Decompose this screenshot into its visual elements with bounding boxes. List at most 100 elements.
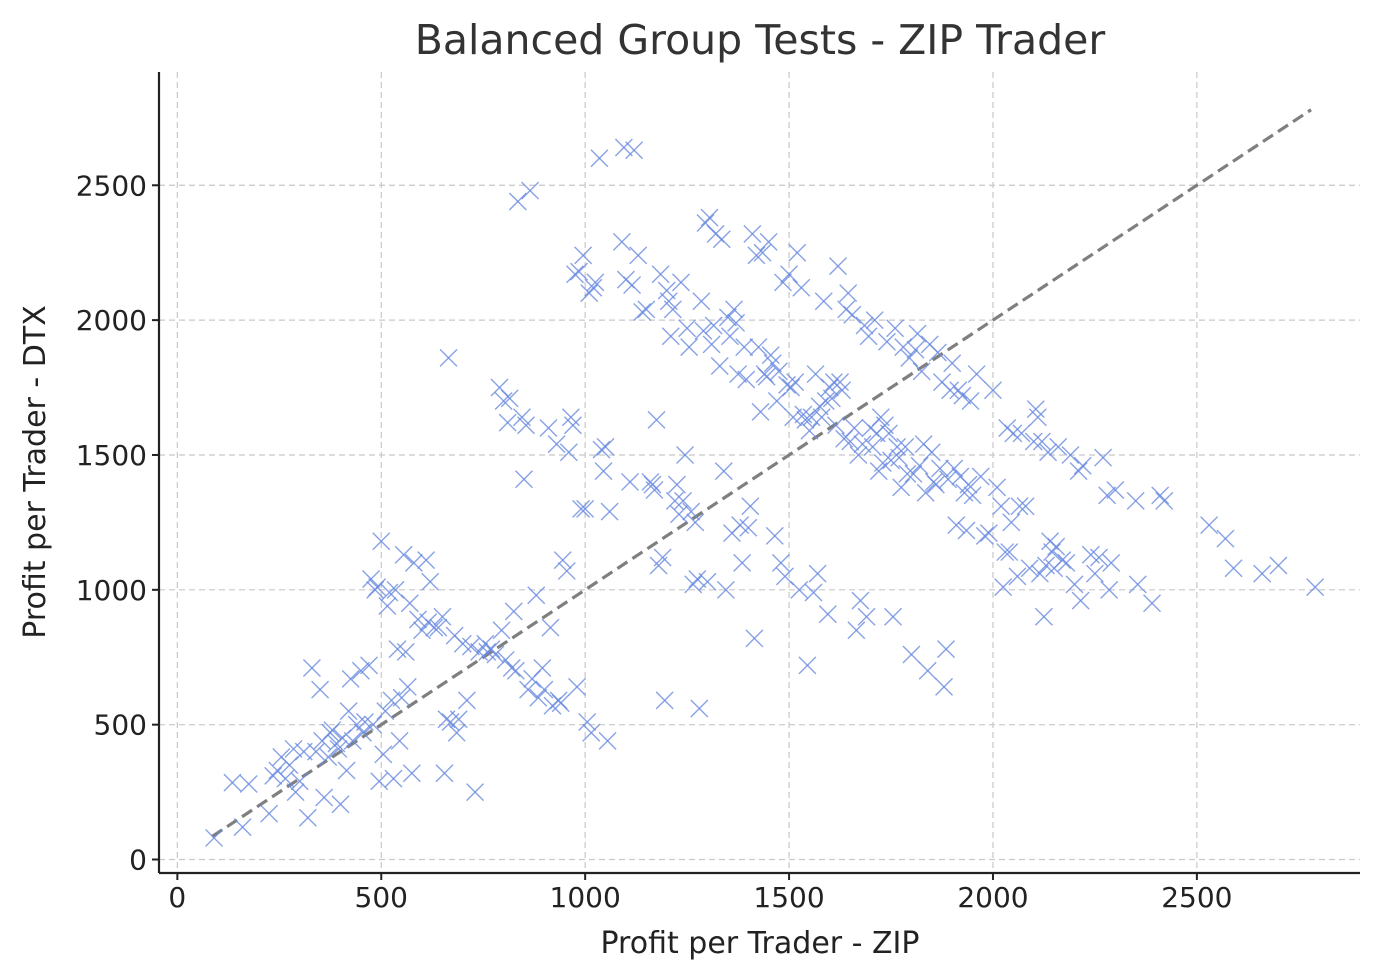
data-point-stroke [712,230,731,249]
data-point [818,605,837,624]
data-point-stroke [1098,486,1117,505]
data-point-stroke [539,419,558,437]
data-point [959,475,978,494]
data-point [331,795,350,814]
data-point [1100,580,1119,599]
data-point [527,586,546,605]
data-point [284,739,303,758]
data-point [941,381,960,400]
data-point [559,443,578,462]
data-point [565,265,584,284]
data-point-stroke [714,462,733,481]
data-point-stroke [586,273,605,292]
data-point [337,761,356,780]
data-point [661,327,680,346]
data-point [404,553,423,572]
data-point-stroke [298,808,317,827]
data-point-stroke [404,553,423,572]
data-point-stroke [735,338,754,357]
data-point-stroke [425,618,444,637]
data-point [533,659,552,678]
data-point [1034,607,1053,626]
data-point [600,502,619,521]
data-point [223,773,242,792]
data-point-stroke [1143,594,1162,613]
data-point-stroke [1030,564,1049,583]
data-point-stroke [765,526,784,545]
data-point [930,459,949,478]
data-point-stroke [311,680,330,699]
data-point [629,246,648,265]
data-point [466,783,485,802]
data-point-stroke [457,691,476,710]
data-point-stroke [376,702,395,721]
data-point-stroke [798,656,817,675]
data-point-stroke [533,659,552,678]
data-point [311,680,330,699]
data-point-stroke [374,745,393,764]
reference-line-group [211,108,1312,838]
data-point-stroke [527,586,546,605]
data-point [829,257,847,276]
data-point [992,497,1011,516]
reference-line [211,108,1312,838]
data-point [690,699,709,718]
data-point-stroke [519,680,538,699]
data-point-stroke [576,499,595,518]
data-point-stroke [1016,497,1035,516]
data-point [741,497,760,516]
data-point-stroke [992,497,1011,516]
data-point-stroke [694,321,713,340]
data-point-stroke [1020,559,1039,578]
data-point-stroke [792,278,811,297]
data-point-stroke [888,437,907,456]
x-tick-label-2: 1000 [550,881,621,914]
data-point-stroke [388,640,407,659]
data-point [739,518,758,537]
data-point [655,691,674,710]
data-point-stroke [788,243,807,262]
data-point [233,818,252,837]
data-point [557,561,576,580]
data-point-stroke [264,766,283,785]
data-point [1106,481,1125,500]
data-point-stroke [384,769,403,788]
data-point-stroke [580,284,599,303]
data-point [568,677,587,696]
data-point-stroke [453,634,472,653]
data-point [908,324,927,343]
data-point [759,232,778,251]
data-point-stroke [482,640,501,659]
grid-lines [159,72,1360,873]
data-point-stroke [718,308,737,327]
data-point-stroke [739,518,758,537]
data-point-stroke [439,348,458,367]
data-point-stroke [1151,486,1170,505]
data-point-stroke [906,340,925,359]
data-point [733,553,752,572]
data-point-stroke [890,448,909,467]
data-point-stroke [871,408,890,427]
data-point [298,808,317,827]
data-point [975,526,994,545]
data-point-stroke [908,324,927,343]
data-point [822,389,841,408]
data-point [669,505,688,524]
data-point [1098,486,1117,505]
data-point [576,499,595,518]
data-point-stroke [886,319,905,338]
data-point-stroke [1085,564,1104,583]
data-point-stroke [692,292,711,311]
data-point-stroke [710,356,729,375]
data-point-stroke [831,373,850,392]
data-point-stroke [392,688,411,707]
data-point [1016,497,1035,516]
data-point [853,435,872,454]
data-point-stroke [572,499,591,518]
data-point-stroke [625,141,644,160]
data-point-stroke [339,702,358,721]
data-point [749,338,768,357]
data-point [831,373,850,392]
data-point [926,475,945,494]
